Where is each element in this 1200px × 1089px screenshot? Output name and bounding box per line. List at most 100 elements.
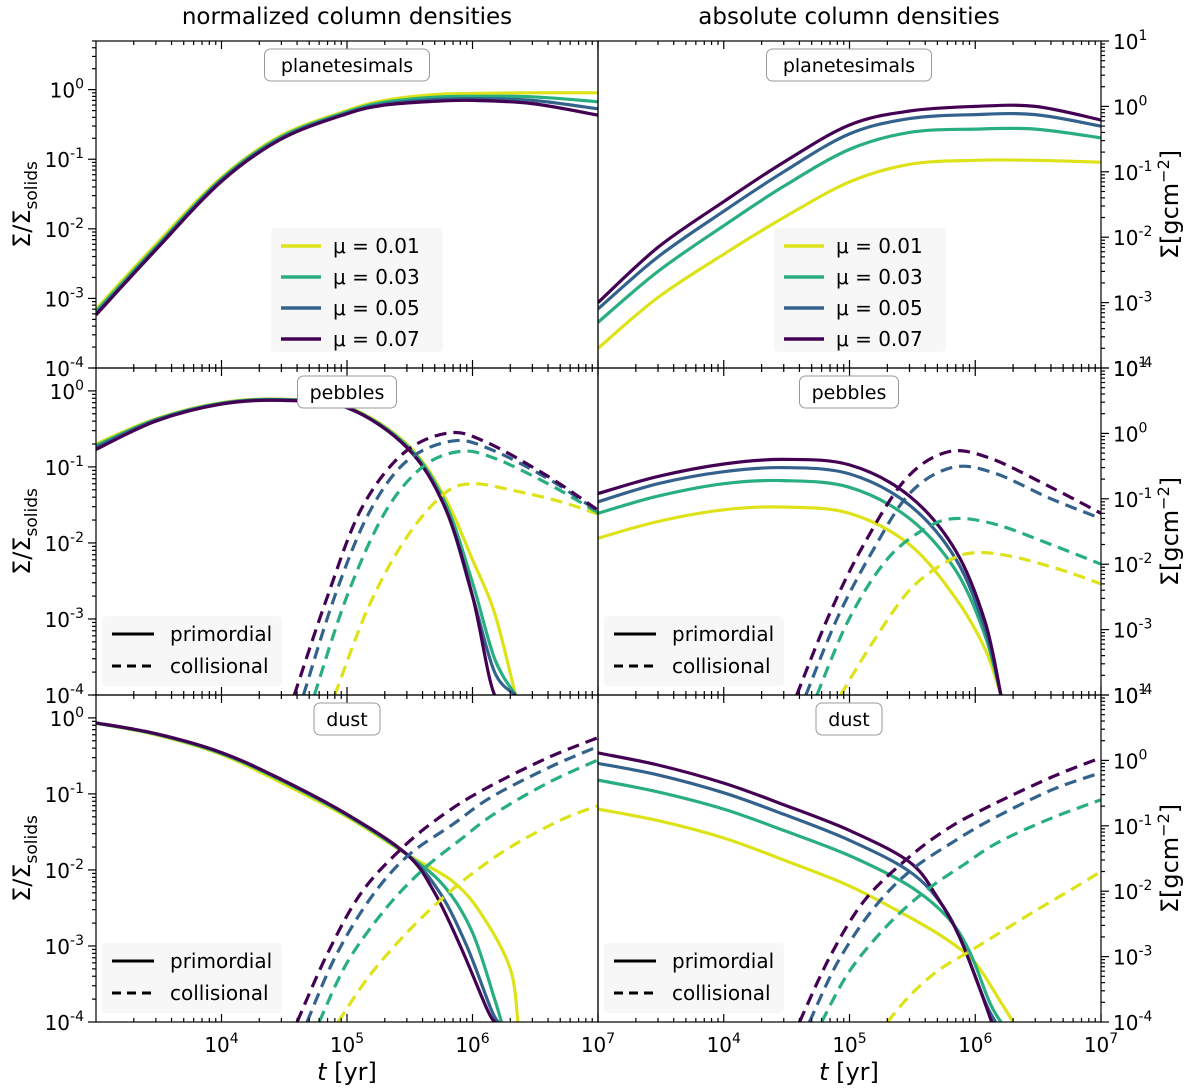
y-tick-label: 10-2 bbox=[1113, 224, 1152, 250]
legend-label: collisional bbox=[170, 981, 269, 1005]
series-line-primordial-003 bbox=[598, 126, 1101, 324]
y-tick-label: 10-3 bbox=[1113, 290, 1152, 316]
series-line-primordial-003 bbox=[598, 778, 1003, 1022]
series-line-primordial-007 bbox=[598, 751, 994, 1022]
x-axis-label: t [yr] bbox=[317, 1058, 377, 1086]
y-tick-label: 10-3 bbox=[45, 933, 84, 959]
panel-label: dust bbox=[828, 709, 869, 731]
y-tick-label: 100 bbox=[50, 77, 84, 103]
series-line-primordial-001 bbox=[598, 807, 1015, 1022]
y-tick-label: 10-2 bbox=[45, 216, 84, 242]
series-line-collisional-003 bbox=[312, 449, 598, 695]
x-tick-label: 104 bbox=[707, 1031, 741, 1057]
y-axis-label-right: Σ[gcm−2] bbox=[1154, 150, 1184, 259]
x-tick-label: 104 bbox=[204, 1031, 238, 1057]
series-line-collisional-003 bbox=[820, 798, 1101, 1022]
y-tick-label: 10-2 bbox=[1113, 878, 1152, 904]
legend-label: μ = 0.05 bbox=[836, 296, 923, 320]
legend-label: μ = 0.07 bbox=[836, 327, 923, 351]
legend-label: μ = 0.01 bbox=[333, 234, 420, 258]
y-tick-label: 10-1 bbox=[45, 454, 84, 480]
y-tick-label: 10-2 bbox=[1113, 551, 1152, 577]
legend-label: μ = 0.03 bbox=[836, 265, 923, 289]
legend-label: μ = 0.05 bbox=[333, 296, 420, 320]
y-tick-label: 10-4 bbox=[45, 1009, 85, 1035]
panel-label: planetesimals bbox=[783, 55, 915, 77]
series-line-primordial-001 bbox=[598, 505, 1003, 695]
col-title-absolute: absolute column densities bbox=[698, 4, 999, 30]
y-tick-label: 100 bbox=[1113, 747, 1147, 773]
panel-label: planetesimals bbox=[281, 55, 413, 77]
x-tick-label: 106 bbox=[455, 1031, 489, 1057]
legend-label: collisional bbox=[170, 654, 269, 678]
x-tick-label: 106 bbox=[958, 1031, 992, 1057]
y-tick-label: 10-1 bbox=[1113, 486, 1152, 512]
y-tick-label: 10-3 bbox=[45, 285, 84, 311]
series-line-collisional-007 bbox=[795, 449, 1101, 695]
series-line-primordial-001 bbox=[598, 158, 1101, 350]
series-line-collisional-005 bbox=[301, 438, 598, 695]
series-line-collisional-007 bbox=[798, 756, 1101, 1022]
panel-label-box bbox=[799, 375, 899, 409]
y-tick-label: 10-1 bbox=[45, 781, 84, 807]
y-tick-label: 101 bbox=[1113, 682, 1147, 708]
y-axis-label-left: Σ/Σsolids bbox=[8, 161, 42, 248]
series-line-collisional-001 bbox=[333, 482, 598, 695]
y-tick-label: 10-1 bbox=[1113, 159, 1152, 185]
y-tick-label: 100 bbox=[50, 705, 84, 731]
series-group bbox=[598, 449, 1101, 695]
y-tick-label: 100 bbox=[50, 378, 84, 404]
y-tick-label: 10-2 bbox=[45, 857, 84, 883]
series-line-collisional-001 bbox=[839, 550, 1101, 695]
series-group bbox=[96, 397, 598, 695]
series-line-primordial-007 bbox=[598, 457, 1003, 695]
y-tick-label: 10-1 bbox=[1113, 813, 1152, 839]
y-tick-label: 101 bbox=[1113, 355, 1147, 381]
panel-label-box bbox=[297, 375, 397, 409]
panel-label: pebbles bbox=[310, 382, 385, 404]
series-line-collisional-005 bbox=[305, 745, 598, 1022]
legend-label: primordial bbox=[672, 622, 774, 646]
y-tick-label: 10-3 bbox=[1113, 944, 1152, 970]
series-line-collisional-005 bbox=[804, 464, 1101, 695]
x-tick-label: 107 bbox=[581, 1031, 615, 1057]
series-line-collisional-007 bbox=[295, 736, 598, 1022]
series-line-primordial-007 bbox=[96, 98, 598, 316]
series-group bbox=[598, 751, 1101, 1022]
series-line-collisional-001 bbox=[886, 870, 1101, 1022]
legend-label: primordial bbox=[170, 949, 272, 973]
legend-label: μ = 0.07 bbox=[333, 327, 420, 351]
x-axis-label: t [yr] bbox=[819, 1058, 879, 1086]
panel-label: pebbles bbox=[812, 382, 887, 404]
series-line-primordial-007 bbox=[96, 721, 496, 1022]
series-line-primordial-007 bbox=[598, 103, 1101, 304]
y-tick-label: 100 bbox=[1113, 93, 1147, 119]
y-tick-label: 101 bbox=[1113, 28, 1147, 54]
legend-label: μ = 0.03 bbox=[333, 265, 420, 289]
series-line-collisional-003 bbox=[317, 758, 598, 1022]
y-axis-label-right: Σ[gcm−2] bbox=[1154, 804, 1184, 913]
series-line-collisional-003 bbox=[815, 516, 1101, 695]
x-tick-label: 105 bbox=[832, 1031, 866, 1057]
legend-label: collisional bbox=[672, 981, 771, 1005]
series-line-collisional-001 bbox=[336, 804, 598, 1022]
panel-label-box bbox=[766, 48, 932, 82]
panel-label-box bbox=[815, 702, 883, 736]
legend-label: collisional bbox=[672, 654, 771, 678]
series-line-primordial-003 bbox=[598, 478, 1003, 695]
legend-label: μ = 0.01 bbox=[836, 234, 923, 258]
series-line-primordial-005 bbox=[598, 111, 1101, 311]
legend-label: primordial bbox=[672, 949, 774, 973]
y-axis-label-right: Σ[gcm−2] bbox=[1154, 477, 1184, 586]
y-tick-label: 10-3 bbox=[45, 606, 84, 632]
legend-box bbox=[271, 228, 443, 352]
y-tick-label: 100 bbox=[1113, 420, 1147, 446]
series-line-primordial-007 bbox=[96, 398, 516, 695]
y-tick-label: 10-2 bbox=[45, 530, 84, 556]
series-group bbox=[598, 103, 1101, 350]
panel-label-box bbox=[313, 702, 381, 736]
y-tick-label: 10-4 bbox=[1113, 1009, 1153, 1035]
panel-label: dust bbox=[326, 709, 367, 731]
legend-box bbox=[774, 228, 946, 352]
